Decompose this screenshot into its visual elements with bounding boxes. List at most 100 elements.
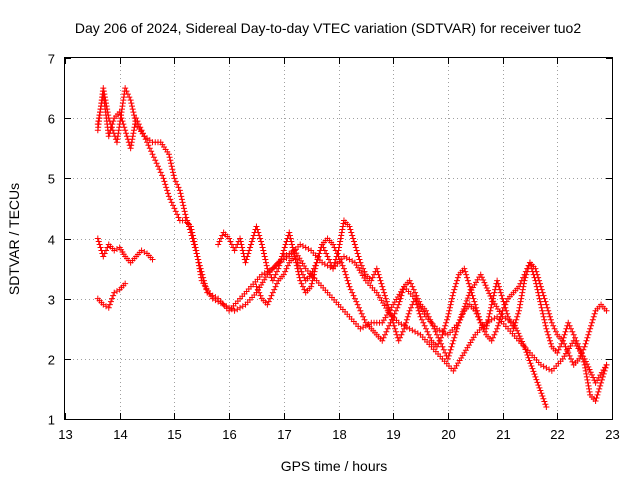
data-point <box>440 346 447 353</box>
data-point <box>120 121 127 128</box>
data-point <box>337 238 344 245</box>
data-point <box>239 247 246 254</box>
data-point <box>340 265 347 272</box>
data-point <box>580 346 587 353</box>
data-point <box>286 229 293 236</box>
data-point <box>480 325 487 332</box>
data-point <box>353 247 360 254</box>
data-point <box>258 238 265 245</box>
data-point <box>466 283 473 290</box>
data-point <box>392 328 399 335</box>
data-point <box>346 223 353 230</box>
data-point <box>232 244 239 251</box>
data-point <box>245 250 252 257</box>
data-point <box>513 316 520 323</box>
data-point <box>516 283 523 290</box>
data-point <box>414 304 421 311</box>
data-point <box>144 139 151 146</box>
data-point <box>406 325 413 332</box>
data-point <box>231 247 238 254</box>
data-point <box>116 109 123 116</box>
data-point <box>465 280 472 287</box>
y-tick-labels: 1 2 3 4 5 6 7 <box>48 52 55 428</box>
chart-title: Day 206 of 2024, Sidereal Day-to-day VTE… <box>75 20 582 36</box>
data-point <box>449 292 456 299</box>
data-point <box>516 307 523 314</box>
data-point <box>402 322 409 329</box>
data-point <box>539 393 546 400</box>
data-point <box>496 286 503 293</box>
data-point <box>485 287 492 294</box>
data-point <box>149 151 156 158</box>
data-point <box>350 235 357 242</box>
data-point <box>170 202 177 209</box>
data-point <box>539 307 546 314</box>
data-point <box>260 247 267 254</box>
data-point <box>450 337 457 344</box>
data-point <box>505 313 512 320</box>
data-point <box>516 304 523 311</box>
data-point <box>110 118 117 125</box>
data-point <box>453 328 460 335</box>
data-point <box>386 322 393 329</box>
data-point <box>341 268 348 275</box>
data-point <box>576 343 583 350</box>
data-point <box>269 277 276 284</box>
data-point <box>385 304 392 311</box>
data-point <box>392 307 399 314</box>
data-point <box>546 366 553 373</box>
data-point <box>386 307 393 314</box>
data-point <box>537 387 544 394</box>
data-point <box>511 322 518 329</box>
data-point <box>309 277 316 284</box>
data-point <box>384 325 391 332</box>
data-point <box>464 277 471 284</box>
series-track-e <box>216 217 610 404</box>
data-point <box>455 319 462 326</box>
data-point <box>432 328 439 335</box>
data-point <box>439 343 446 350</box>
data-point <box>541 295 548 302</box>
x-tick-labels: 13 14 15 16 17 18 19 20 21 22 23 <box>58 427 619 442</box>
data-point <box>492 328 499 335</box>
data-point <box>130 127 137 134</box>
data-point <box>123 88 130 95</box>
data-point <box>254 226 261 233</box>
data-point <box>380 286 387 293</box>
y-tick-label: 2 <box>48 353 55 368</box>
data-point <box>383 328 390 335</box>
data-point <box>358 310 365 317</box>
data-point <box>95 238 102 245</box>
data-point <box>390 313 397 320</box>
data-point <box>164 187 171 194</box>
data-point <box>396 298 403 305</box>
data-point <box>168 163 175 170</box>
data-point <box>541 398 548 405</box>
data-point <box>495 280 502 287</box>
data-point <box>401 325 408 332</box>
data-point <box>454 277 461 284</box>
data-point <box>572 334 579 341</box>
data-point <box>234 306 241 313</box>
data-point <box>323 250 330 257</box>
data-point <box>535 274 542 281</box>
data-point <box>452 283 459 290</box>
data-point <box>111 289 118 296</box>
data-point <box>156 166 163 173</box>
data-point <box>160 175 167 182</box>
data-point <box>126 94 133 101</box>
data-point <box>413 292 420 299</box>
data-point <box>582 364 589 371</box>
data-point <box>339 262 346 269</box>
data-point <box>498 292 505 299</box>
data-point <box>496 316 503 323</box>
data-point <box>377 277 384 284</box>
data-point <box>198 274 205 281</box>
data-point <box>588 319 595 326</box>
data-point <box>543 364 550 371</box>
data-point <box>406 307 413 314</box>
data-point <box>446 349 453 356</box>
data-point <box>547 340 554 347</box>
data-point <box>265 268 272 275</box>
